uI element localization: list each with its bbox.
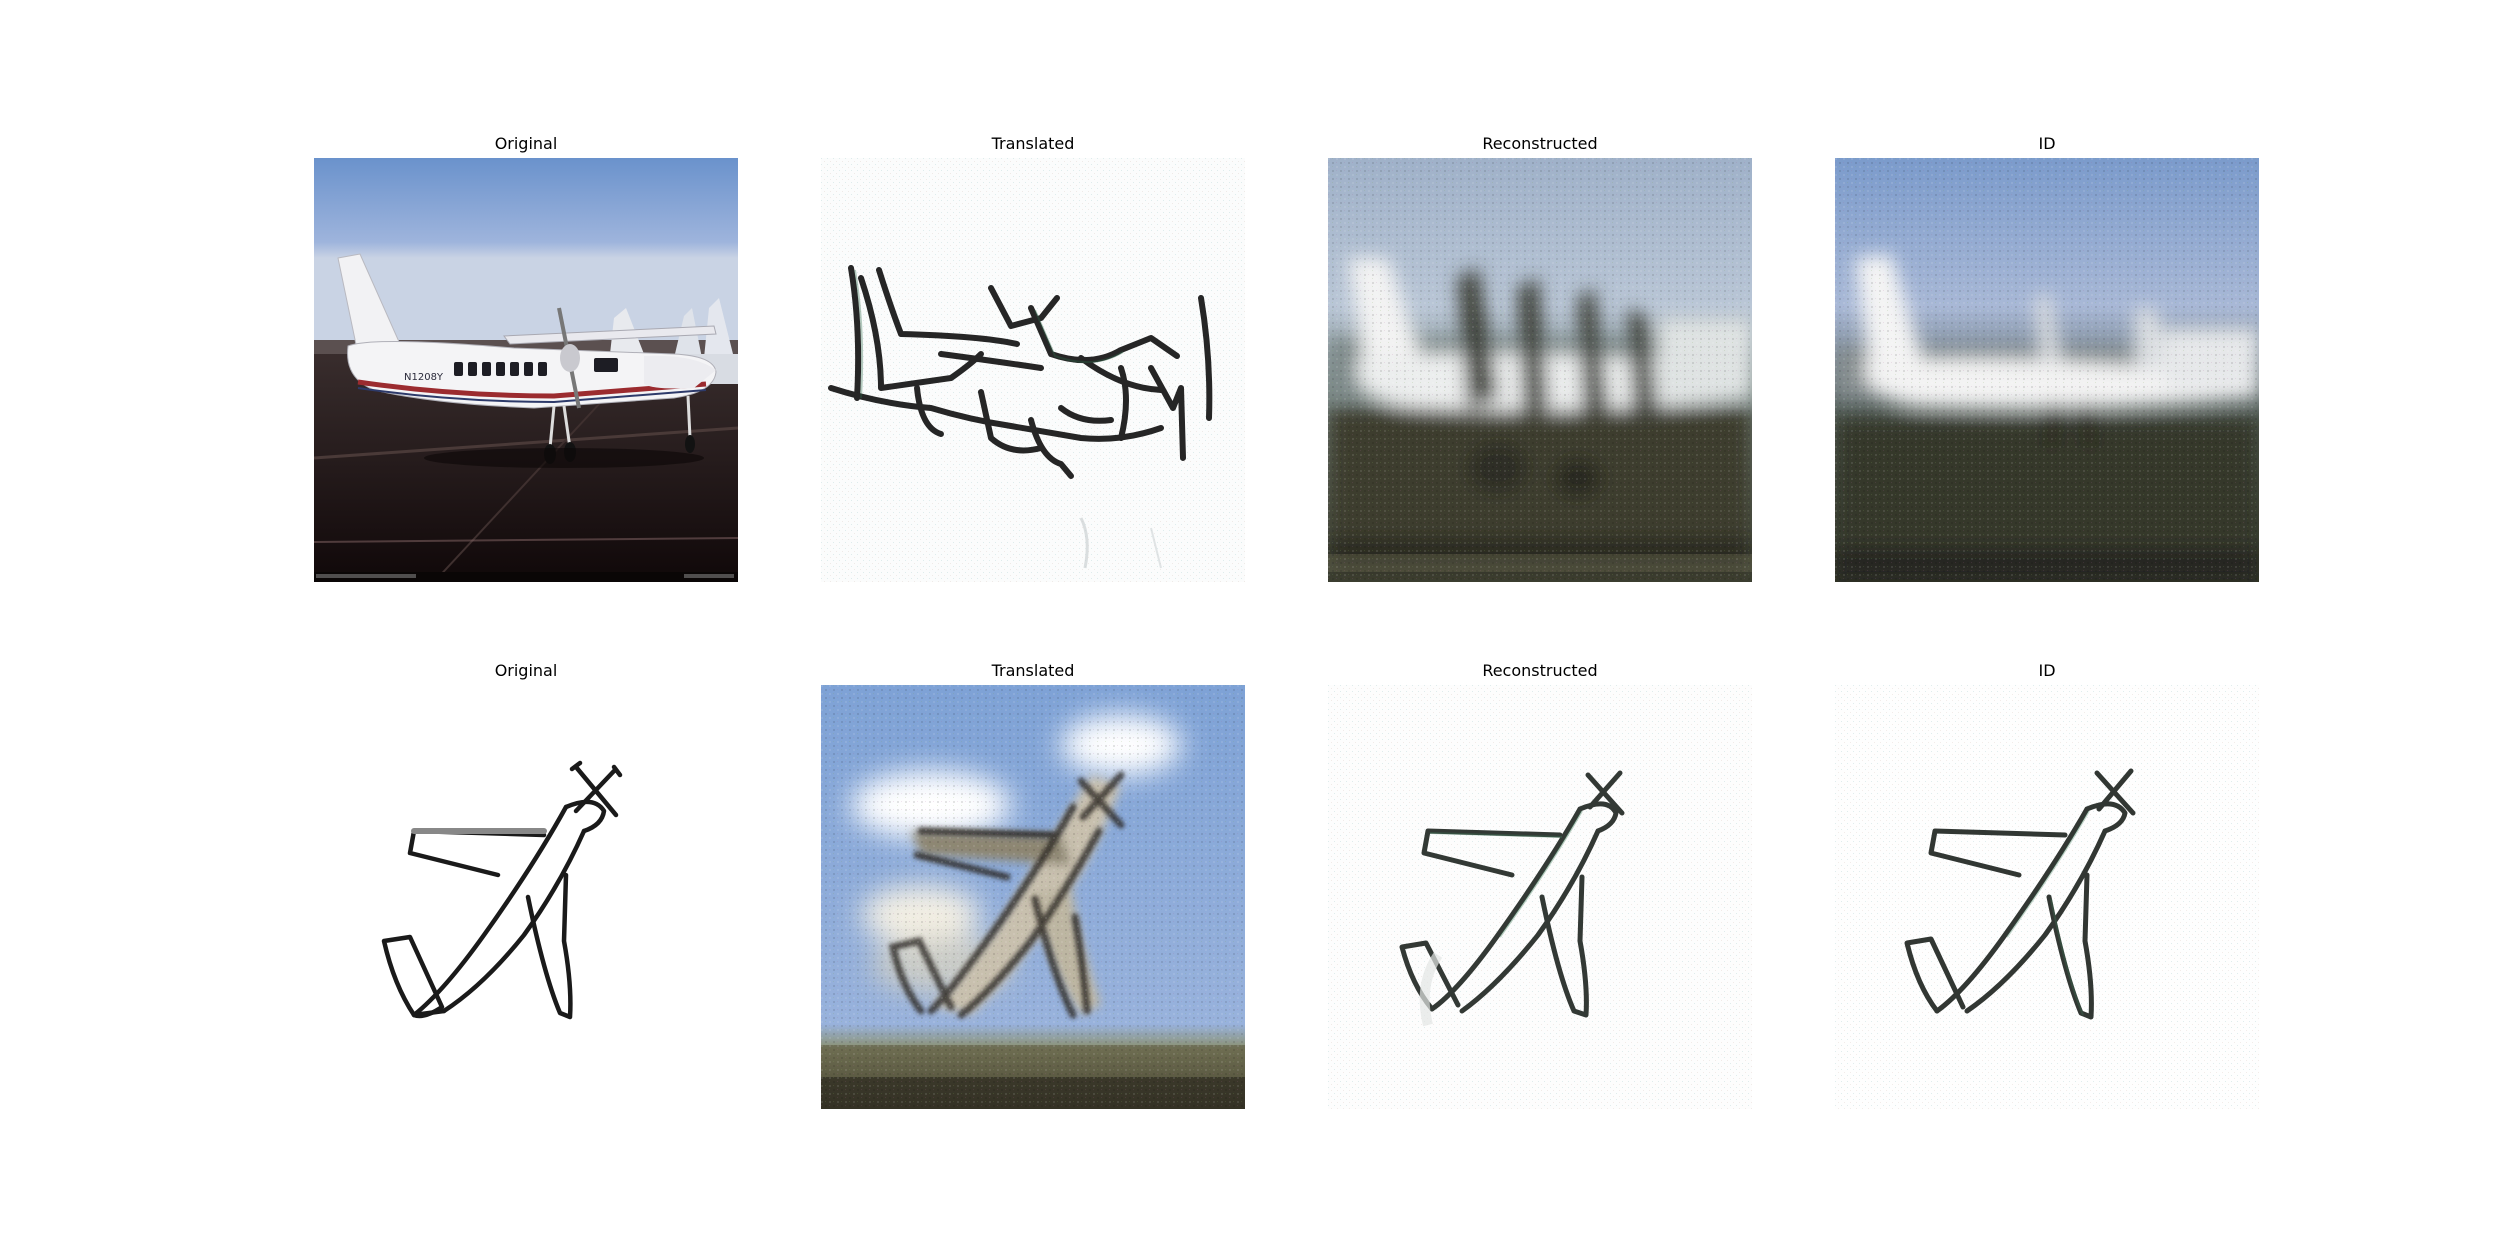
panel-row2-translated-photo [821, 685, 1245, 1109]
panel-row1-translated-sketch [821, 158, 1245, 582]
generated-sketch-image [821, 158, 1245, 582]
panel-row1-reconstructed-photo [1328, 158, 1752, 582]
reconstructed-photo-image [1328, 158, 1752, 582]
reconstructed-sketch-image [1328, 685, 1752, 1109]
panel-row2-original-sketch [314, 685, 738, 1109]
panel-title-row1-reconstructed: Reconstructed [1482, 134, 1598, 153]
identity-sketch-image [1835, 685, 2259, 1109]
panel-title-row2-translated: Translated [991, 661, 1075, 680]
panel-title-row2-id: ID [2038, 661, 2056, 680]
tail-number-text: N1208Y [404, 372, 444, 383]
panel-title-row1-original: Original [494, 134, 558, 153]
panel-title-row2-reconstructed: Reconstructed [1482, 661, 1598, 680]
panel-row2-reconstructed-sketch [1328, 685, 1752, 1109]
airplane-sketch-image [314, 685, 738, 1109]
generated-photo-image [821, 685, 1245, 1109]
panel-title-row1-id: ID [2038, 134, 2056, 153]
airplane-photo-image: N1208Y [314, 158, 738, 582]
panel-row1-original-photo: N1208Y [314, 158, 738, 582]
identity-photo-image [1835, 158, 2259, 582]
panel-title-row2-original: Original [494, 661, 558, 680]
panel-row2-id-sketch [1835, 685, 2259, 1109]
panel-title-row1-translated: Translated [991, 134, 1075, 153]
panel-row1-id-photo [1835, 158, 2259, 582]
